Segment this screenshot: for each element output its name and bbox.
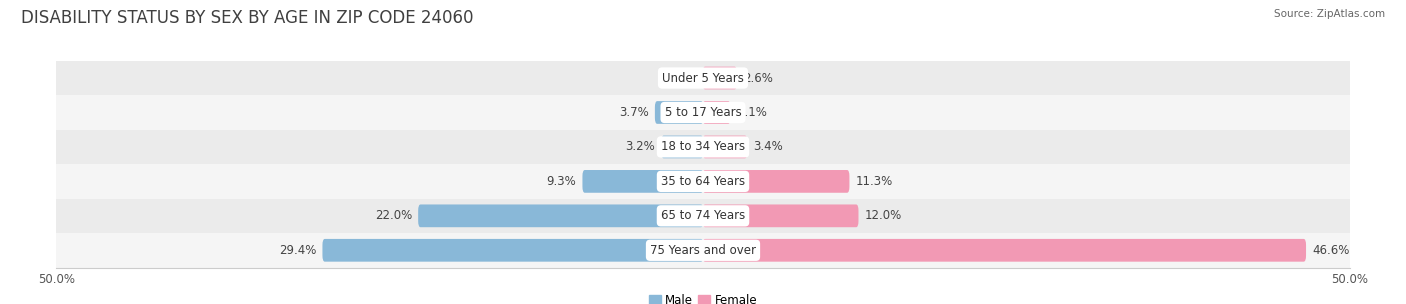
FancyBboxPatch shape [703,67,737,89]
Text: 9.3%: 9.3% [547,175,576,188]
FancyBboxPatch shape [661,136,703,158]
Text: 3.7%: 3.7% [619,106,648,119]
Bar [56,164,1350,199]
Text: 11.3%: 11.3% [856,175,893,188]
FancyBboxPatch shape [582,170,703,193]
Text: 3.4%: 3.4% [754,140,783,154]
Text: 12.0%: 12.0% [865,209,901,222]
FancyBboxPatch shape [703,239,1306,262]
Bar [56,199,1350,233]
Text: 5 to 17 Years: 5 to 17 Years [665,106,741,119]
FancyBboxPatch shape [655,101,703,124]
Text: 0.0%: 0.0% [666,71,696,85]
Text: 75 Years and over: 75 Years and over [650,244,756,257]
FancyBboxPatch shape [703,101,731,124]
Text: 46.6%: 46.6% [1312,244,1350,257]
FancyBboxPatch shape [703,205,859,227]
Text: 18 to 34 Years: 18 to 34 Years [661,140,745,154]
Text: Under 5 Years: Under 5 Years [662,71,744,85]
Legend: Male, Female: Male, Female [648,294,758,304]
Text: DISABILITY STATUS BY SEX BY AGE IN ZIP CODE 24060: DISABILITY STATUS BY SEX BY AGE IN ZIP C… [21,9,474,27]
Bar [56,233,1350,268]
Bar [56,61,1350,95]
Text: 3.2%: 3.2% [626,140,655,154]
Bar [56,95,1350,130]
FancyBboxPatch shape [418,205,703,227]
Bar [56,130,1350,164]
FancyBboxPatch shape [703,170,849,193]
FancyBboxPatch shape [703,136,747,158]
Text: 65 to 74 Years: 65 to 74 Years [661,209,745,222]
Text: 22.0%: 22.0% [375,209,412,222]
Text: 2.1%: 2.1% [737,106,766,119]
Text: 35 to 64 Years: 35 to 64 Years [661,175,745,188]
Text: 29.4%: 29.4% [278,244,316,257]
FancyBboxPatch shape [322,239,703,262]
Text: Source: ZipAtlas.com: Source: ZipAtlas.com [1274,9,1385,19]
Text: 2.6%: 2.6% [744,71,773,85]
